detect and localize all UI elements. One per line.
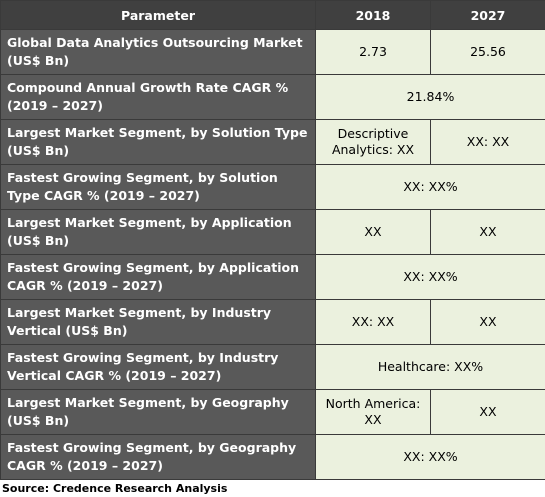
table-row: Largest Market Segment, by Application (… xyxy=(1,210,545,255)
value-cell: Descriptive Analytics: XX xyxy=(316,120,431,165)
table-row: Compound Annual Growth Rate CAGR % (2019… xyxy=(1,75,545,120)
table-row: Fastest Growing Segment, by Application … xyxy=(1,255,545,300)
value-cell: XX xyxy=(431,390,545,435)
table-row: Fastest Growing Segment, by Geography CA… xyxy=(1,435,545,480)
row-label: Largest Market Segment, by Geography (US… xyxy=(1,390,316,435)
value-cell: Healthcare: XX% xyxy=(316,345,545,390)
table-row: Largest Market Segment, by Geography (US… xyxy=(1,390,545,435)
value-cell: XX: XX% xyxy=(316,435,545,480)
source-note: Source: Credence Research Analysis xyxy=(0,480,545,497)
value-cell: XX: XX% xyxy=(316,255,545,300)
table-row: Largest Market Segment, by Industry Vert… xyxy=(1,300,545,345)
row-label: Fastest Growing Segment, by Industry Ver… xyxy=(1,345,316,390)
row-label: Fastest Growing Segment, by Solution Typ… xyxy=(1,165,316,210)
value-cell: North America: XX xyxy=(316,390,431,435)
table-body: Global Data Analytics Outsourcing Market… xyxy=(1,30,545,480)
row-label: Global Data Analytics Outsourcing Market… xyxy=(1,30,316,75)
row-label: Fastest Growing Segment, by Geography CA… xyxy=(1,435,316,480)
table-row: Largest Market Segment, by Solution Type… xyxy=(1,120,545,165)
value-cell: XX: XX% xyxy=(316,165,545,210)
value-cell: 21.84% xyxy=(316,75,545,120)
value-cell: XX xyxy=(431,210,545,255)
value-cell: 25.56 xyxy=(431,30,545,75)
value-cell: XX xyxy=(431,300,545,345)
header-cell: 2018 xyxy=(316,1,431,30)
value-cell: 2.73 xyxy=(316,30,431,75)
row-label: Largest Market Segment, by Solution Type… xyxy=(1,120,316,165)
value-cell: XX xyxy=(316,210,431,255)
header-row: Parameter 2018 2027 xyxy=(1,1,545,30)
data-table: Parameter 2018 2027 Global Data Analytic… xyxy=(0,0,545,480)
value-cell: XX: XX xyxy=(316,300,431,345)
row-label: Compound Annual Growth Rate CAGR % (2019… xyxy=(1,75,316,120)
row-label: Largest Market Segment, by Application (… xyxy=(1,210,316,255)
table-row: Fastest Growing Segment, by Industry Ver… xyxy=(1,345,545,390)
row-label: Fastest Growing Segment, by Application … xyxy=(1,255,316,300)
value-cell: XX: XX xyxy=(431,120,545,165)
table-row: Fastest Growing Segment, by Solution Typ… xyxy=(1,165,545,210)
header-cell: Parameter xyxy=(1,1,316,30)
table-row: Global Data Analytics Outsourcing Market… xyxy=(1,30,545,75)
header-cell: 2027 xyxy=(431,1,545,30)
row-label: Largest Market Segment, by Industry Vert… xyxy=(1,300,316,345)
